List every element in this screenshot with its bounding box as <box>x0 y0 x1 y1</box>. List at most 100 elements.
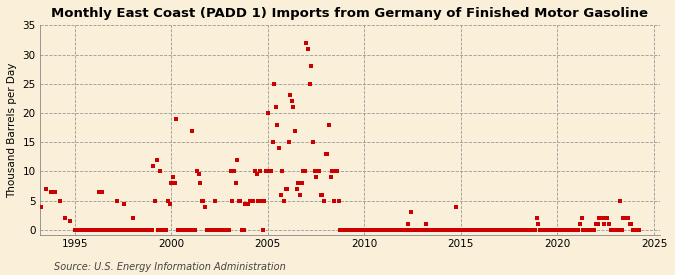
Point <box>475 228 485 232</box>
Point <box>336 228 347 232</box>
Point <box>468 228 479 232</box>
Point <box>250 169 261 174</box>
Point <box>121 228 132 232</box>
Point <box>215 228 226 232</box>
Point <box>380 228 391 232</box>
Point <box>549 228 560 232</box>
Point <box>586 228 597 232</box>
Point <box>591 222 601 226</box>
Point <box>422 228 433 232</box>
Point <box>612 228 622 232</box>
Point <box>364 228 375 232</box>
Point <box>240 202 250 206</box>
Point <box>594 216 605 221</box>
Point <box>314 169 325 174</box>
Point <box>417 228 428 232</box>
Point <box>602 216 613 221</box>
Point <box>462 228 472 232</box>
Point <box>524 228 535 232</box>
Point <box>109 228 120 232</box>
Point <box>398 228 408 232</box>
Point <box>473 228 484 232</box>
Point <box>502 228 513 232</box>
Text: Source: U.S. Energy Information Administration: Source: U.S. Energy Information Administ… <box>54 262 286 272</box>
Point <box>254 169 265 174</box>
Point <box>392 228 402 232</box>
Point <box>404 228 414 232</box>
Point <box>506 228 516 232</box>
Point <box>79 228 90 232</box>
Point <box>142 228 153 232</box>
Point <box>225 169 236 174</box>
Point <box>315 193 326 197</box>
Point <box>227 199 238 203</box>
Point <box>338 228 349 232</box>
Point <box>148 163 159 168</box>
Point <box>327 169 338 174</box>
Point <box>261 169 271 174</box>
Point <box>286 99 297 103</box>
Point <box>280 187 291 191</box>
Point <box>573 228 584 232</box>
Point <box>296 181 307 185</box>
Point <box>50 190 61 194</box>
Point <box>587 228 598 232</box>
Point <box>310 175 321 180</box>
Point <box>203 228 214 232</box>
Point <box>377 228 387 232</box>
Point <box>321 152 331 156</box>
Point <box>196 199 207 203</box>
Point <box>385 228 396 232</box>
Point <box>495 228 506 232</box>
Point <box>508 228 519 232</box>
Point <box>507 228 518 232</box>
Point <box>504 228 514 232</box>
Point <box>534 228 545 232</box>
Point <box>256 199 267 203</box>
Point <box>124 228 135 232</box>
Point <box>331 169 342 174</box>
Point <box>172 228 183 232</box>
Point <box>547 228 558 232</box>
Point <box>600 216 611 221</box>
Point <box>132 228 143 232</box>
Point <box>182 228 192 232</box>
Point <box>200 204 211 209</box>
Point <box>460 228 471 232</box>
Point <box>93 190 104 194</box>
Point <box>541 228 551 232</box>
Point <box>153 228 163 232</box>
Point <box>319 199 329 203</box>
Point <box>246 199 257 203</box>
Point <box>135 228 146 232</box>
Point <box>179 228 190 232</box>
Point <box>500 228 511 232</box>
Point <box>352 228 363 232</box>
Point <box>174 228 185 232</box>
Point <box>620 216 630 221</box>
Point <box>632 228 643 232</box>
Point <box>151 158 162 162</box>
Point <box>64 219 75 223</box>
Point <box>138 228 149 232</box>
Point <box>214 228 225 232</box>
Point <box>522 228 533 232</box>
Point <box>127 216 138 221</box>
Point <box>351 228 362 232</box>
Point <box>626 222 637 226</box>
Point <box>518 228 529 232</box>
Point <box>97 190 107 194</box>
Point <box>307 140 318 144</box>
Point <box>341 228 352 232</box>
Point <box>171 117 182 121</box>
Point <box>486 228 497 232</box>
Point <box>343 228 354 232</box>
Point <box>59 216 70 221</box>
Point <box>634 228 645 232</box>
Point <box>251 172 262 177</box>
Point <box>111 199 122 203</box>
Point <box>533 222 543 226</box>
Point <box>613 228 624 232</box>
Point <box>520 228 531 232</box>
Point <box>302 46 313 51</box>
